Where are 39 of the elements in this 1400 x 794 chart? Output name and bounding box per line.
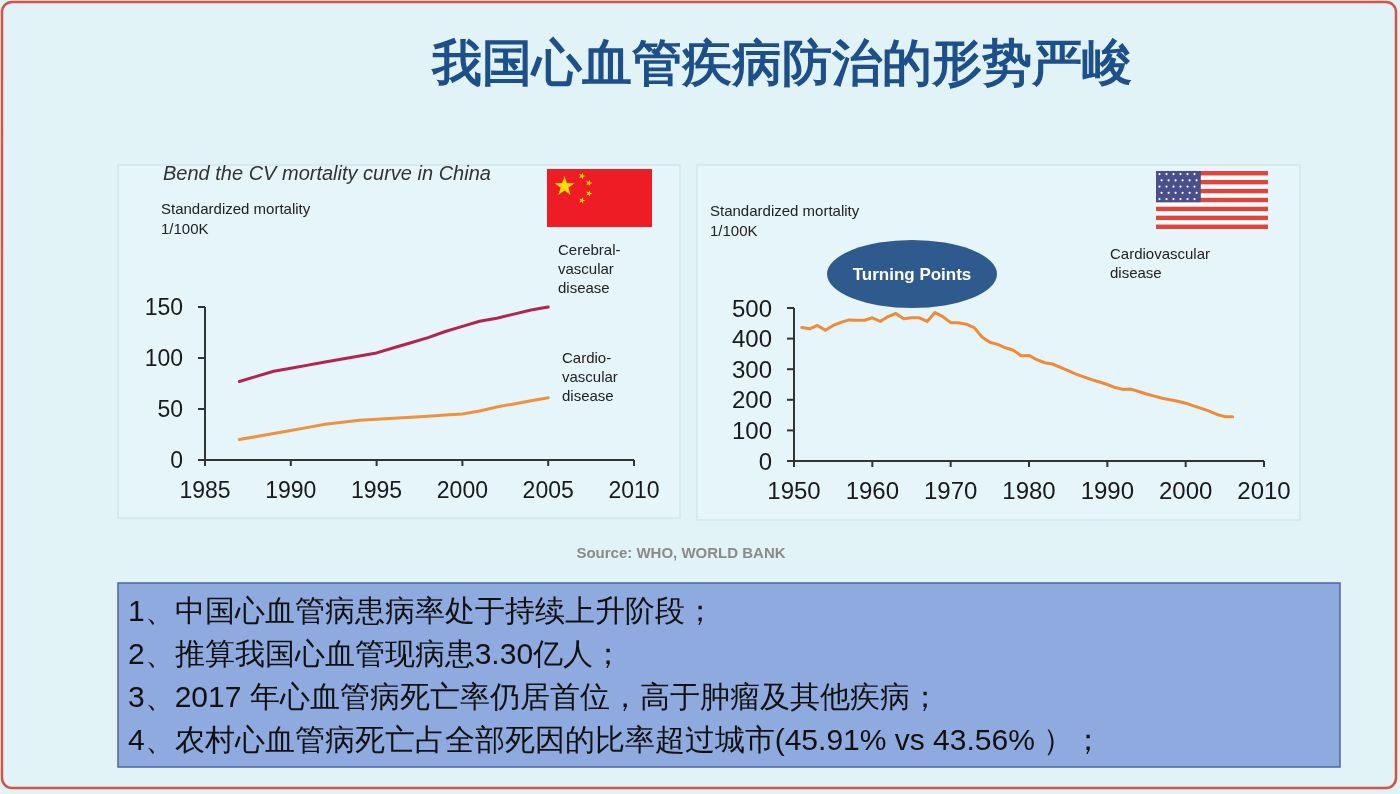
chart-title: Bend the CV mortality curve in China bbox=[163, 162, 491, 184]
text: 2、推算我国心血管现病患3.30亿人； bbox=[128, 637, 624, 670]
line-series bbox=[237, 396, 550, 442]
text: Cardiovascular disease bbox=[1110, 245, 1211, 281]
text: 3、2017 年心血管病死亡率仍居首位，高于肿瘤及其他疾病； bbox=[128, 680, 940, 713]
x-tick-label: 2010 bbox=[1237, 477, 1291, 504]
x-tick-label: 2010 bbox=[608, 477, 660, 503]
x-tick-label: 1970 bbox=[923, 477, 978, 504]
x-tick-label: 1950 bbox=[767, 477, 821, 504]
y-axis-title: Standardized mortality 1/100K bbox=[710, 202, 860, 239]
y-tick-label: 100 bbox=[144, 345, 183, 372]
text: 1、中国心血管病患病率处于持续上升阶段； bbox=[128, 594, 715, 627]
line-series bbox=[800, 311, 1235, 419]
y-tick-label: 200 bbox=[731, 386, 772, 414]
y-tick-label: 0 bbox=[758, 447, 772, 475]
x-tick-label: 2005 bbox=[522, 477, 574, 503]
y-tick-label: 150 bbox=[144, 294, 183, 321]
series-label: Cardio- vascular disease bbox=[562, 349, 618, 404]
x-tick-label: 1990 bbox=[265, 477, 317, 503]
x-tick-label: 1980 bbox=[1002, 477, 1056, 504]
x-tick-label: 1995 bbox=[351, 477, 403, 503]
y-tick-label: 100 bbox=[731, 417, 772, 445]
text: Turning Points bbox=[852, 265, 972, 284]
text: 我国心血管疾病防治的形势严峻 bbox=[430, 35, 1132, 91]
y-tick-label: 50 bbox=[157, 396, 183, 423]
x-tick-label: 1960 bbox=[845, 477, 900, 504]
x-tick-label: 2000 bbox=[1158, 477, 1213, 504]
y-tick-label: 0 bbox=[170, 447, 183, 474]
x-tick-label: 2000 bbox=[436, 477, 488, 503]
y-tick-label: 400 bbox=[731, 325, 772, 353]
series-label: Cerebral- vascular disease bbox=[558, 241, 621, 296]
x-tick-label: 1985 bbox=[179, 477, 231, 503]
y-axis-title: Standardized mortality 1/100K bbox=[161, 200, 311, 237]
y-tick-label: 300 bbox=[731, 355, 772, 383]
x-tick-label: 1990 bbox=[1080, 477, 1135, 504]
text: 4、农村心血管病死亡占全部死因的比率超过城市(45.91% vs 43.56% ）； bbox=[128, 723, 1104, 756]
y-tick-label: 500 bbox=[731, 294, 772, 322]
source-note: Source: WHO, WORLD BANK bbox=[576, 544, 786, 561]
line-series bbox=[237, 305, 550, 383]
